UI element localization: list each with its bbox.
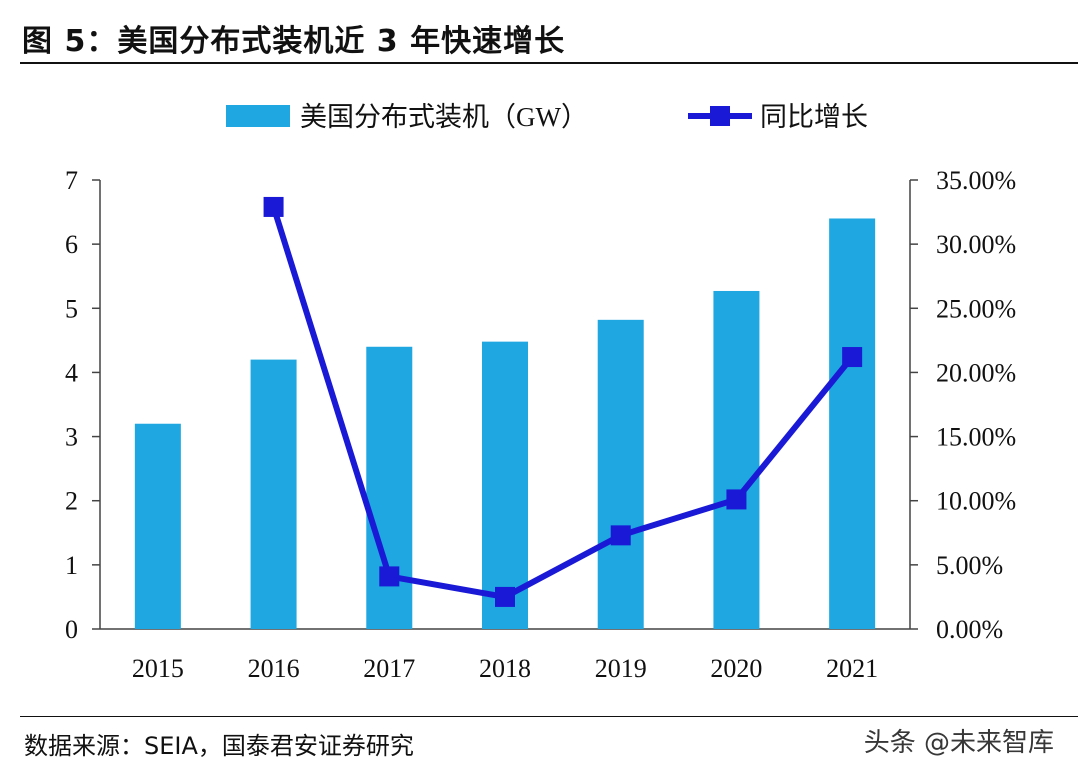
- bar: [829, 218, 876, 629]
- left-tick-label: 4: [65, 358, 78, 387]
- legend-bar-swatch: [226, 105, 290, 127]
- right-tick-label: 5.00%: [936, 551, 1003, 580]
- x-tick-label: 2020: [710, 654, 762, 683]
- watermark: 头条 @未来智库: [864, 722, 1054, 759]
- bar: [482, 341, 528, 629]
- combo-chart: 0 1 2 3 4 5 6 7 0.00% 5.00% 10.00% 15.00% 20.00% 25.0…: [65, 102, 1016, 683]
- growth-marker: [610, 525, 631, 546]
- x-tick-label: 2016: [248, 654, 300, 683]
- left-tick-label: 2: [65, 487, 78, 516]
- bar: [597, 319, 644, 629]
- growth-marker: [263, 196, 284, 217]
- x-tick-label: 2015: [132, 654, 184, 683]
- legend-line-marker: [710, 106, 730, 126]
- figure-title: 图 5：美国分布式装机近 3 年快速增长: [22, 24, 566, 59]
- growth-line: [270, 206, 855, 600]
- growth-marker: [495, 586, 515, 607]
- left-tick-label: 3: [65, 423, 78, 452]
- x-tick-label: 2018: [479, 654, 531, 683]
- right-tick-label: 15.00%: [936, 423, 1016, 452]
- bar: [713, 290, 760, 629]
- bar: [134, 423, 181, 629]
- growth-marker: [726, 489, 747, 510]
- left-tick-label: 6: [65, 230, 78, 259]
- x-tick-label: 2019: [595, 654, 647, 683]
- right-tick-label: 10.00%: [936, 487, 1016, 516]
- left-tick-label: 5: [65, 294, 78, 323]
- x-tick-label: 2021: [826, 654, 878, 683]
- right-tick-label: 35.00%: [936, 166, 1016, 195]
- right-tick-label: 30.00%: [936, 230, 1016, 259]
- right-tick-label: 20.00%: [936, 358, 1016, 387]
- x-tick-label: 2017: [363, 654, 415, 683]
- legend-line-label: 同比增长: [760, 102, 868, 132]
- footer-divider: [20, 716, 1078, 717]
- right-tick-label: 25.00%: [936, 294, 1016, 323]
- bar: [366, 346, 413, 629]
- source-note: 数据来源：SEIA，国泰君安证券研究: [24, 732, 414, 760]
- growth-marker: [379, 566, 400, 587]
- bar: [250, 359, 297, 629]
- left-tick-label: 7: [65, 166, 78, 195]
- growth-marker: [842, 347, 863, 368]
- watermark-text: 头条 @未来智库: [863, 728, 1054, 758]
- title-divider: [20, 62, 1078, 64]
- legend-bar-label: 美国分布式装机（GW）: [300, 102, 588, 132]
- left-tick-label: 1: [65, 551, 78, 580]
- right-tick-label: 0.00%: [936, 615, 1003, 644]
- left-tick-label: 0: [65, 615, 78, 644]
